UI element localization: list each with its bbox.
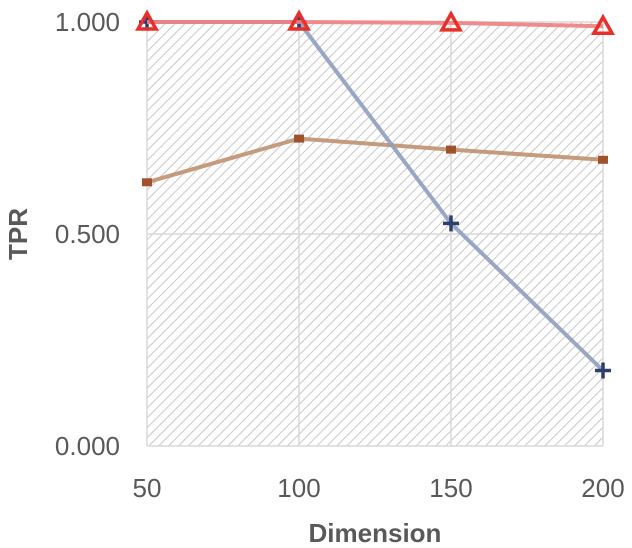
series-2-line <box>147 20 604 29</box>
series-0-point <box>142 178 152 187</box>
series-2-point <box>135 9 159 31</box>
series-0-point <box>294 134 304 143</box>
tick-labels: 0.000 0.500 1.000 50 100 150 200 <box>55 7 625 503</box>
series-layer <box>135 9 615 379</box>
series-0 <box>142 134 608 187</box>
gridlines <box>146 21 604 447</box>
x-tick-label: 50 <box>133 473 162 503</box>
series-0-line <box>146 136 604 185</box>
y-tick-label: 1.000 <box>55 7 120 37</box>
series-2 <box>135 9 615 35</box>
x-axis-title: Dimension <box>309 518 442 548</box>
y-tick-label: 0.500 <box>55 219 120 249</box>
series-1-point <box>443 215 459 232</box>
series-1-point <box>595 362 611 379</box>
y-axis-title: TPR <box>3 208 33 260</box>
series-0-point <box>446 145 456 154</box>
y-tick-label: 0.000 <box>55 431 120 461</box>
series-0-point <box>598 155 608 164</box>
x-tick-label: 100 <box>277 473 320 503</box>
x-tick-label: 150 <box>429 473 472 503</box>
series-2-point <box>439 10 463 32</box>
series-2-point <box>591 13 615 35</box>
x-tick-label: 200 <box>581 473 624 503</box>
series-2-point <box>287 9 311 31</box>
